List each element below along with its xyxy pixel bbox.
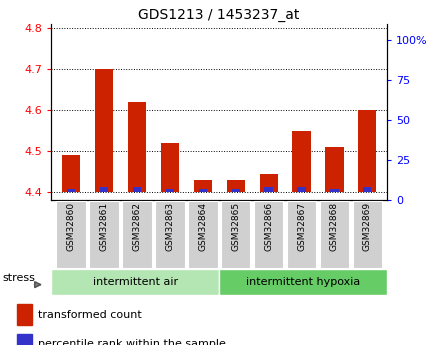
Text: GSM32866: GSM32866 <box>264 202 273 251</box>
Text: GSM32861: GSM32861 <box>99 202 109 251</box>
Bar <box>264 187 273 192</box>
Text: GSM32863: GSM32863 <box>165 202 174 251</box>
Bar <box>166 189 174 192</box>
Text: GSM32862: GSM32862 <box>132 202 142 251</box>
Bar <box>128 102 146 192</box>
FancyBboxPatch shape <box>352 201 382 268</box>
FancyBboxPatch shape <box>56 201 86 268</box>
Bar <box>330 189 339 192</box>
Bar <box>363 187 372 192</box>
Bar <box>62 155 80 192</box>
Text: GSM32865: GSM32865 <box>231 202 240 251</box>
Text: stress: stress <box>3 273 36 283</box>
Title: GDS1213 / 1453237_at: GDS1213 / 1453237_at <box>138 8 300 22</box>
Bar <box>358 110 376 192</box>
FancyBboxPatch shape <box>89 201 119 268</box>
Bar <box>133 187 141 192</box>
Bar <box>194 180 212 192</box>
Text: GSM32860: GSM32860 <box>66 202 76 251</box>
Bar <box>198 189 207 192</box>
Bar <box>161 143 179 192</box>
Text: intermittent air: intermittent air <box>93 277 178 287</box>
FancyBboxPatch shape <box>122 201 152 268</box>
Bar <box>95 69 113 192</box>
FancyBboxPatch shape <box>188 201 218 268</box>
FancyBboxPatch shape <box>254 201 283 268</box>
Text: GSM32864: GSM32864 <box>198 202 207 251</box>
Text: GSM32867: GSM32867 <box>297 202 306 251</box>
Bar <box>17 304 32 325</box>
Bar <box>297 187 306 192</box>
Bar <box>292 130 311 192</box>
Bar <box>231 189 240 192</box>
FancyBboxPatch shape <box>219 269 387 295</box>
Text: GSM32868: GSM32868 <box>330 202 339 251</box>
FancyBboxPatch shape <box>155 201 185 268</box>
Bar <box>227 180 245 192</box>
Bar <box>325 147 344 192</box>
Bar <box>100 187 108 192</box>
FancyBboxPatch shape <box>51 269 219 295</box>
FancyBboxPatch shape <box>320 201 349 268</box>
Bar <box>67 189 75 192</box>
FancyBboxPatch shape <box>221 201 251 268</box>
Text: GSM32869: GSM32869 <box>363 202 372 251</box>
Bar <box>259 174 278 192</box>
Bar <box>17 334 32 345</box>
Text: transformed count: transformed count <box>38 310 142 320</box>
Text: percentile rank within the sample: percentile rank within the sample <box>38 339 226 345</box>
FancyBboxPatch shape <box>287 201 316 268</box>
Text: intermittent hypoxia: intermittent hypoxia <box>246 277 360 287</box>
